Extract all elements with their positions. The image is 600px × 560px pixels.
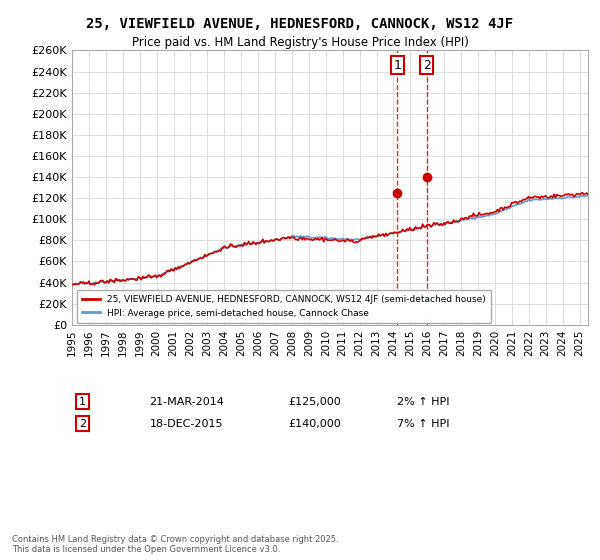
Text: 1: 1	[393, 59, 401, 72]
Text: 21-MAR-2014: 21-MAR-2014	[149, 396, 224, 407]
Text: £125,000: £125,000	[289, 396, 341, 407]
Text: £140,000: £140,000	[289, 418, 341, 428]
Text: 2: 2	[423, 59, 431, 72]
Text: 2: 2	[79, 418, 86, 428]
Text: Price paid vs. HM Land Registry's House Price Index (HPI): Price paid vs. HM Land Registry's House …	[131, 36, 469, 49]
Text: 18-DEC-2015: 18-DEC-2015	[149, 418, 223, 428]
Text: 7% ↑ HPI: 7% ↑ HPI	[397, 418, 449, 428]
Text: Contains HM Land Registry data © Crown copyright and database right 2025.
This d: Contains HM Land Registry data © Crown c…	[12, 535, 338, 554]
Text: 1: 1	[79, 396, 86, 407]
Legend: 25, VIEWFIELD AVENUE, HEDNESFORD, CANNOCK, WS12 4JF (semi-detached house), HPI: : 25, VIEWFIELD AVENUE, HEDNESFORD, CANNOC…	[77, 290, 491, 323]
Text: 25, VIEWFIELD AVENUE, HEDNESFORD, CANNOCK, WS12 4JF: 25, VIEWFIELD AVENUE, HEDNESFORD, CANNOC…	[86, 17, 514, 31]
Text: 2% ↑ HPI: 2% ↑ HPI	[397, 396, 449, 407]
